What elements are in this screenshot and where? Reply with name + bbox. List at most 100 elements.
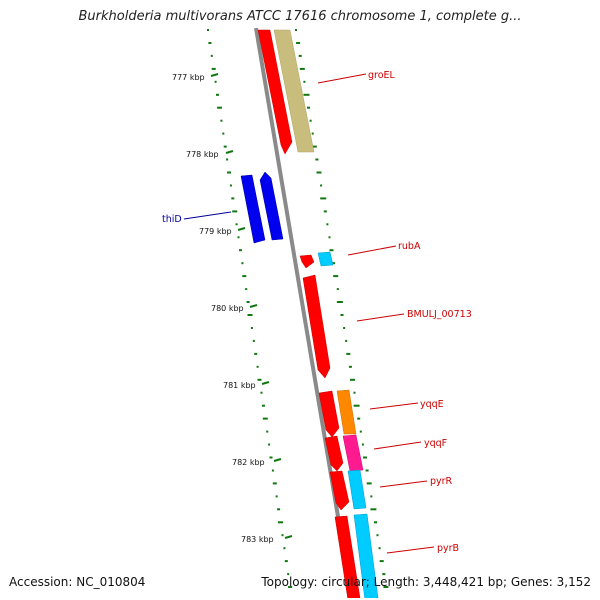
gc-dot xyxy=(226,158,229,161)
ruler-tick xyxy=(273,458,282,462)
map-title: Burkholderia multivorans ATCC 17616 chro… xyxy=(78,9,522,24)
feature-yqqe-red[interactable] xyxy=(318,390,340,438)
gc-dot xyxy=(374,521,377,524)
gc-dot xyxy=(283,547,286,550)
gc-dot xyxy=(231,197,235,200)
feature-pyrb-red[interactable] xyxy=(334,515,361,600)
gc-dot xyxy=(343,327,346,329)
gc-dot xyxy=(246,301,250,303)
callout-line-yqqf xyxy=(373,441,422,450)
gc-dot xyxy=(261,404,265,407)
feature-groel[interactable] xyxy=(257,29,293,155)
gc-dot xyxy=(382,573,386,576)
gc-dot xyxy=(295,29,297,31)
gc-dot xyxy=(336,301,343,303)
gc-dot xyxy=(257,378,262,381)
gc-dot xyxy=(323,210,327,213)
gc-dot xyxy=(256,365,259,368)
feature-ruba-cyan[interactable] xyxy=(317,251,334,267)
gc-dot xyxy=(336,288,339,291)
gc-dot xyxy=(359,430,362,433)
gene-label-thid[interactable]: thiD xyxy=(162,214,182,225)
gc-dot xyxy=(320,184,323,187)
gc-dot xyxy=(281,534,284,537)
ruler-tick xyxy=(249,304,258,308)
gc-dot xyxy=(211,67,216,70)
gc-dot xyxy=(329,249,334,252)
gc-dot xyxy=(311,132,314,135)
feature-yqqf-magenta[interactable] xyxy=(342,434,364,472)
gc-dot xyxy=(287,573,290,576)
gene-label-pyrr[interactable]: pyrR xyxy=(430,476,453,487)
gc-dot xyxy=(207,29,209,31)
feature-pyrb-cyan[interactable] xyxy=(353,513,379,600)
gc-dot xyxy=(333,275,339,278)
feature-groel-khaki[interactable] xyxy=(273,29,315,153)
gc-dot xyxy=(275,495,278,498)
ruler-label-777: 777 kbp xyxy=(172,73,205,82)
gc-dot xyxy=(296,42,301,44)
feature-yqqf-red[interactable] xyxy=(324,435,344,472)
gc-dot xyxy=(254,352,258,355)
gc-dot xyxy=(365,469,369,472)
gc-dot xyxy=(227,171,231,174)
callout-line-bmulj xyxy=(356,313,405,322)
gc-dot xyxy=(216,93,219,96)
gc-dot xyxy=(340,314,344,316)
feature-yqqe-orange[interactable] xyxy=(336,389,357,435)
ruler-tick xyxy=(261,381,270,385)
gene-label-ruba[interactable]: rubA xyxy=(398,241,421,252)
gc-dot xyxy=(326,223,329,226)
gc-dot xyxy=(241,262,244,265)
gc-dot xyxy=(217,106,222,109)
gc-dot xyxy=(247,314,253,316)
gc-dot xyxy=(242,275,247,278)
genome-summary-text: Topology: circular; Length: 3,448,421 bp… xyxy=(261,575,591,589)
gc-dot xyxy=(235,223,238,226)
callout-line-pyrr xyxy=(379,480,428,488)
gene-label-pyrb[interactable]: pyrB xyxy=(437,543,459,554)
ruler-label-780: 780 kbp xyxy=(211,304,244,313)
gc-dot xyxy=(277,508,281,511)
gc-dot xyxy=(214,80,217,83)
gene-label-groel[interactable]: groEL xyxy=(368,70,396,81)
gc-dot xyxy=(288,586,293,588)
gc-dot xyxy=(229,184,232,187)
gene-label-yqqf[interactable]: yqqF xyxy=(424,438,447,449)
chromosome-backbone xyxy=(254,28,354,598)
gc-dot xyxy=(299,67,305,70)
gc-dot xyxy=(284,560,288,563)
ruler-tick xyxy=(210,73,219,77)
gc-dot xyxy=(345,339,348,342)
gc-dot xyxy=(298,54,302,57)
feature-thid-1[interactable] xyxy=(240,174,266,244)
gc-dot xyxy=(245,288,248,291)
gc-dot xyxy=(353,391,356,394)
gc-dot xyxy=(346,352,351,355)
feature-bmulj-00713[interactable] xyxy=(302,274,331,379)
callout-line-ruba xyxy=(347,245,397,256)
gc-dot xyxy=(250,327,253,329)
ruler-label-779: 779 kbp xyxy=(199,227,232,236)
gc-dot xyxy=(271,469,274,472)
gene-label-yqqe[interactable]: yqqE xyxy=(420,399,444,410)
feature-thid-2[interactable] xyxy=(259,171,284,241)
feature-pyrr-cyan[interactable] xyxy=(347,469,367,510)
gene-label-bmulj-00713[interactable]: BMULJ_00713 xyxy=(407,309,472,320)
gc-dot xyxy=(379,560,384,563)
ruler-label-782: 782 kbp xyxy=(232,458,265,467)
gc-dot xyxy=(262,417,268,420)
ruler-tick xyxy=(225,150,234,154)
gc-dot xyxy=(208,42,212,44)
feature-ruba-red[interactable] xyxy=(299,254,315,269)
gc-dot xyxy=(222,132,225,135)
ruler-label-783: 783 kbp xyxy=(241,535,274,544)
gc-dot xyxy=(312,145,317,148)
gc-dot xyxy=(232,210,238,213)
gc-dot xyxy=(316,171,322,174)
gc-dot xyxy=(260,391,263,394)
gc-dot xyxy=(350,378,355,381)
gc-skew-track-right xyxy=(295,29,389,588)
gc-dot xyxy=(303,93,310,96)
feature-pyrr-red[interactable] xyxy=(329,470,350,511)
